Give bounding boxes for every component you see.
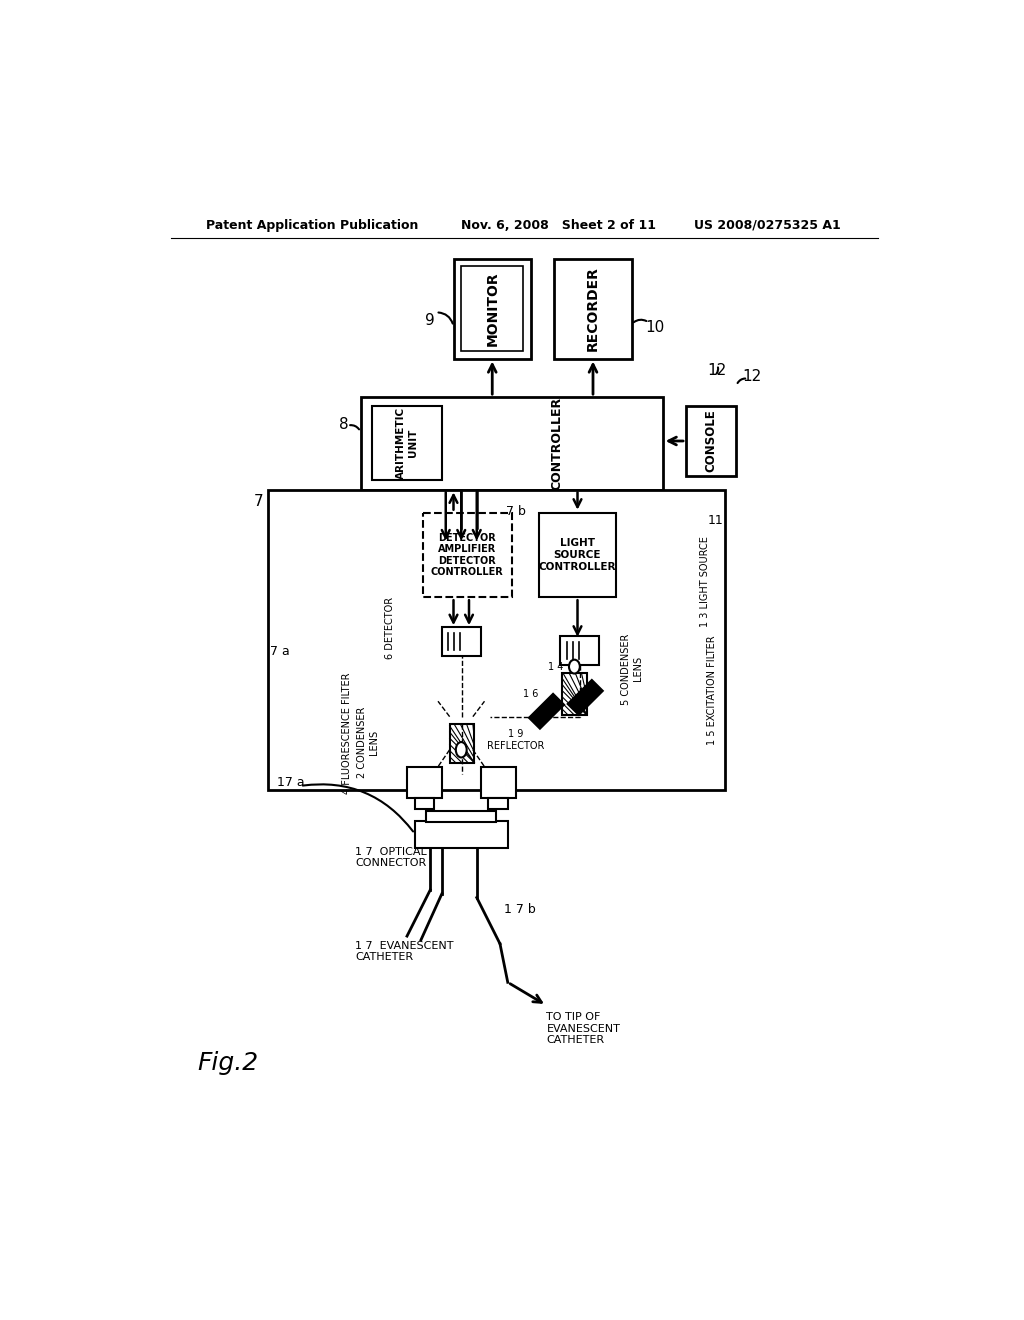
- Bar: [442, 627, 480, 656]
- Text: 10: 10: [645, 321, 665, 335]
- Bar: [407, 767, 442, 797]
- Text: 1 3 LIGHT SOURCE: 1 3 LIGHT SOURCE: [700, 536, 711, 627]
- Text: 5 CONDENSER
LENS: 5 CONDENSER LENS: [621, 634, 642, 705]
- Ellipse shape: [456, 742, 467, 758]
- Bar: [554, 259, 632, 359]
- Bar: [686, 407, 736, 475]
- Bar: [480, 767, 515, 797]
- Bar: [539, 512, 616, 597]
- Text: 1 7  OPTICAL
CONNECTOR: 1 7 OPTICAL CONNECTOR: [355, 846, 427, 869]
- Text: 12: 12: [708, 363, 727, 378]
- Text: CONSOLE: CONSOLE: [705, 409, 718, 473]
- Text: DETECTOR
AMPLIFIER
DETECTOR
CONTROLLER: DETECTOR AMPLIFIER DETECTOR CONTROLLER: [431, 532, 504, 577]
- Text: RECORDER: RECORDER: [586, 267, 600, 351]
- Bar: [450, 725, 474, 763]
- Bar: [372, 407, 442, 480]
- Bar: [267, 490, 725, 789]
- Text: 1 9
REFLECTOR: 1 9 REFLECTOR: [486, 729, 544, 751]
- Bar: [423, 512, 512, 597]
- Text: US 2008/0275325 A1: US 2008/0275325 A1: [693, 219, 841, 232]
- Bar: [360, 397, 663, 490]
- Text: 17 a: 17 a: [276, 776, 304, 788]
- Bar: [461, 267, 523, 351]
- Text: 2 CONDENSER
LENS: 2 CONDENSER LENS: [357, 706, 379, 777]
- Bar: [560, 636, 599, 665]
- Text: MONITOR: MONITOR: [485, 271, 500, 346]
- Text: 1 4: 1 4: [548, 661, 563, 672]
- Text: CONTROLLER: CONTROLLER: [551, 397, 563, 490]
- Text: 1 7 b: 1 7 b: [504, 903, 536, 916]
- Text: TO TIP OF
EVANESCENT
CATHETER: TO TIP OF EVANESCENT CATHETER: [547, 1012, 621, 1045]
- Text: Fig.2: Fig.2: [198, 1051, 259, 1076]
- Text: ARITHMETIC
UNIT: ARITHMETIC UNIT: [396, 408, 418, 479]
- Text: 7 a: 7 a: [270, 644, 290, 657]
- Bar: [415, 797, 434, 809]
- Text: 8: 8: [339, 417, 348, 432]
- Text: 12: 12: [742, 368, 762, 384]
- Text: 1 6: 1 6: [523, 689, 539, 698]
- Text: 6 DETECTOR: 6 DETECTOR: [385, 597, 395, 659]
- Text: 4 FLUORESCENCE FILTER: 4 FLUORESCENCE FILTER: [342, 673, 352, 795]
- Bar: [426, 812, 496, 822]
- Text: 11: 11: [708, 513, 723, 527]
- Bar: [454, 259, 531, 359]
- Text: Patent Application Publication: Patent Application Publication: [206, 219, 418, 232]
- Text: Nov. 6, 2008   Sheet 2 of 11: Nov. 6, 2008 Sheet 2 of 11: [461, 219, 656, 232]
- Bar: [415, 821, 508, 847]
- Text: 1 5 EXCITATION FILTER: 1 5 EXCITATION FILTER: [707, 635, 717, 744]
- Text: 7 b: 7 b: [506, 504, 525, 517]
- Ellipse shape: [569, 660, 580, 673]
- Text: 9: 9: [425, 313, 435, 327]
- Bar: [488, 797, 508, 809]
- Text: 7: 7: [253, 494, 263, 508]
- Text: 1 7  EVANESCENT
CATHETER: 1 7 EVANESCENT CATHETER: [355, 941, 454, 962]
- Bar: [567, 680, 603, 715]
- Bar: [529, 694, 564, 729]
- Bar: [562, 673, 587, 715]
- Text: LIGHT
SOURCE
CONTROLLER: LIGHT SOURCE CONTROLLER: [539, 539, 616, 572]
